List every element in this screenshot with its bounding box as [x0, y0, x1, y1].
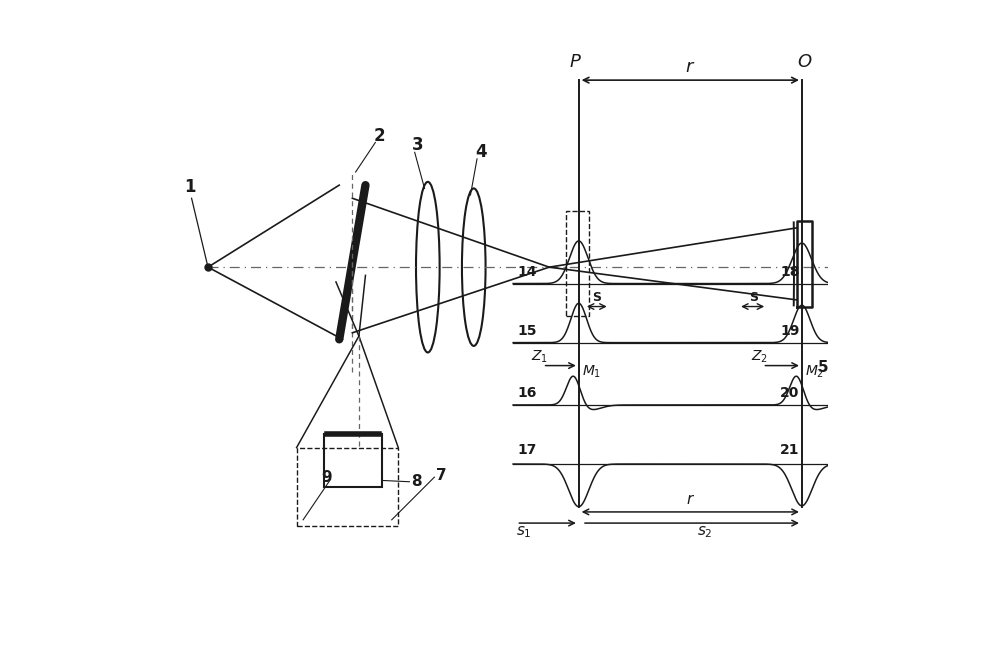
Text: $r$: $r$ [686, 492, 695, 507]
Bar [566, 212, 589, 316]
Text: 16: 16 [518, 386, 537, 400]
Text: 9: 9 [322, 470, 332, 485]
Text: 20: 20 [780, 386, 800, 400]
Text: 2: 2 [373, 127, 385, 145]
Text: 18: 18 [780, 265, 800, 279]
Text: 19: 19 [780, 324, 800, 338]
Text: 21: 21 [780, 444, 800, 457]
Text: $M_1$: $M_1$ [582, 363, 601, 380]
Text: 14: 14 [518, 265, 537, 279]
Text: 5: 5 [818, 360, 829, 375]
Text: $Z_1$: $Z_1$ [531, 349, 549, 365]
Text: 7: 7 [436, 469, 446, 484]
Text: $M_2$: $M_2$ [805, 363, 824, 380]
Bar [297, 447, 398, 527]
Text: 3: 3 [411, 136, 423, 154]
Text: 1: 1 [184, 178, 195, 196]
Text: 15: 15 [518, 324, 537, 338]
Text: $O$: $O$ [797, 53, 813, 71]
Text: 17: 17 [518, 444, 537, 457]
Text: $P$: $P$ [569, 53, 582, 71]
Text: 8: 8 [411, 474, 421, 489]
Text: $r$: $r$ [685, 58, 695, 76]
Text: $s_2$: $s_2$ [697, 524, 712, 540]
Text: S: S [749, 291, 758, 304]
Text: $s_1$: $s_1$ [516, 524, 532, 540]
Text: 4: 4 [475, 143, 487, 161]
Bar [324, 434, 382, 487]
Text: $Z_2$: $Z_2$ [751, 349, 768, 365]
Text: S: S [592, 291, 601, 304]
